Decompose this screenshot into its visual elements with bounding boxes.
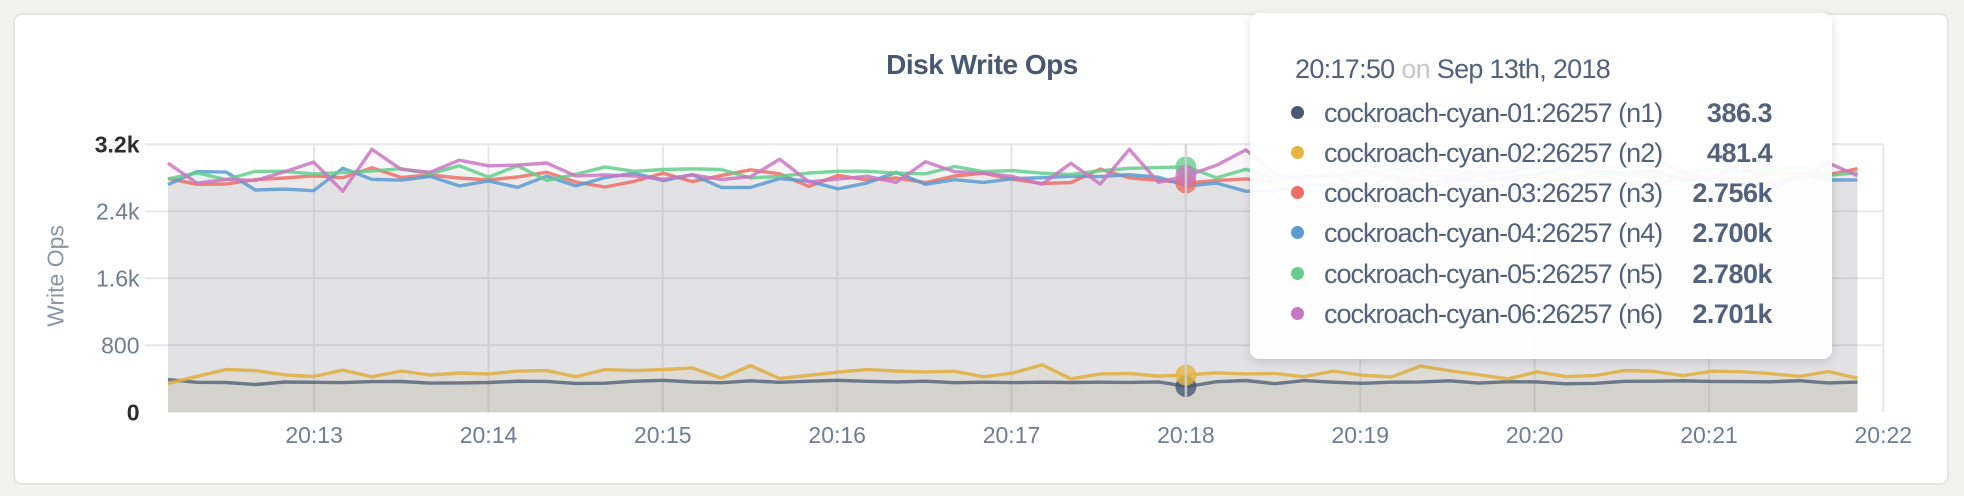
svg-text:20:19: 20:19 — [1332, 422, 1390, 448]
svg-text:1.6k: 1.6k — [96, 265, 140, 291]
svg-text:3.2k: 3.2k — [95, 131, 140, 157]
svg-text:20:16: 20:16 — [808, 422, 866, 448]
svg-text:20:20: 20:20 — [1506, 422, 1564, 448]
svg-text:20:14: 20:14 — [460, 422, 518, 448]
svg-text:20:17: 20:17 — [983, 422, 1041, 448]
svg-text:0: 0 — [127, 399, 140, 425]
svg-text:20:22: 20:22 — [1855, 422, 1913, 448]
svg-text:20:15: 20:15 — [634, 422, 692, 448]
svg-text:20:13: 20:13 — [285, 422, 343, 448]
svg-text:800: 800 — [101, 332, 139, 358]
svg-text:20:21: 20:21 — [1680, 422, 1738, 448]
svg-text:2.4k: 2.4k — [96, 198, 140, 224]
svg-text:20:18: 20:18 — [1157, 422, 1215, 448]
